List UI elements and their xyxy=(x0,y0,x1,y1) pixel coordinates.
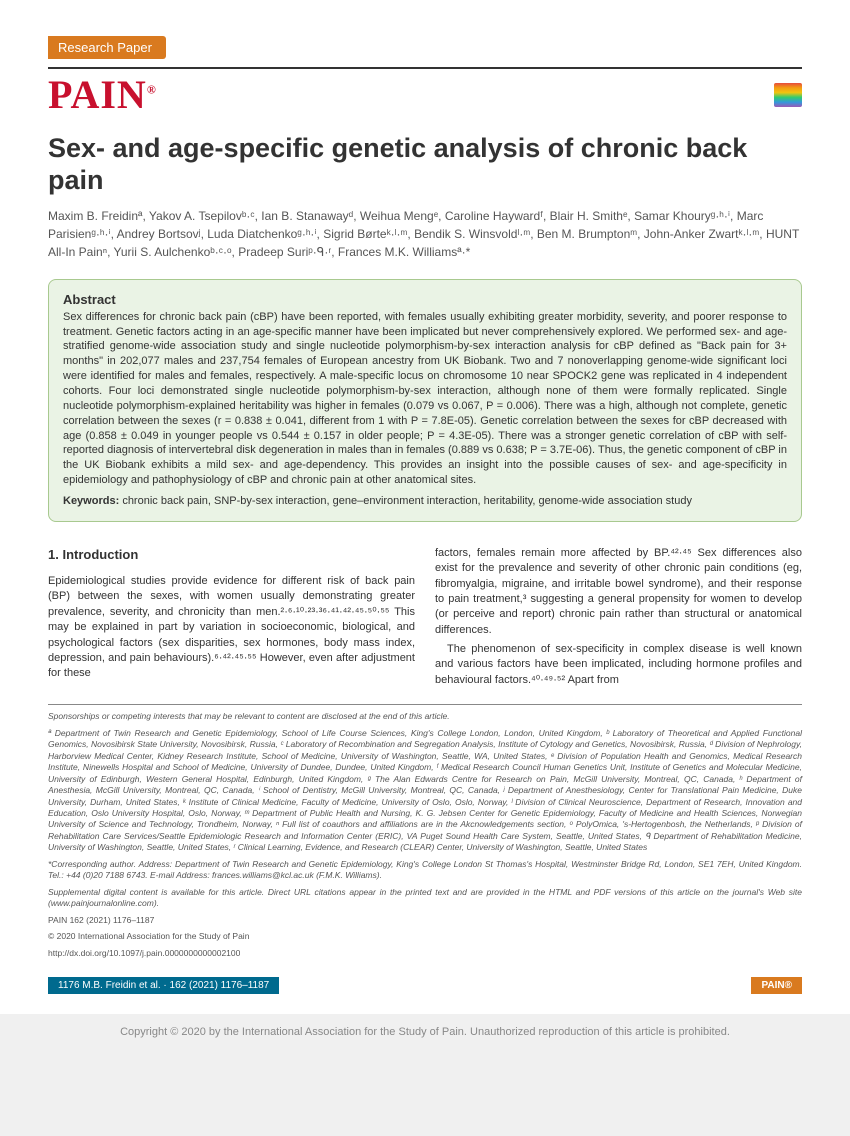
abstract-heading: Abstract xyxy=(63,292,787,307)
keywords: Keywords: chronic back pain, SNP-by-sex … xyxy=(63,494,787,509)
intro-text-right-2: The phenomenon of sex-specificity in com… xyxy=(435,642,802,688)
article-title: Sex- and age-specific genetic analysis o… xyxy=(48,132,802,197)
footnotes: Sponsorships or competing interests that… xyxy=(48,711,802,959)
section-heading: 1. Introduction xyxy=(48,546,415,564)
abstract-box: Abstract Sex differences for chronic bac… xyxy=(48,279,802,522)
page-footer-right: PAIN® xyxy=(751,977,802,994)
author-list: Maxim B. Freidinª, Yakov A. Tsepilovᵇ·ᶜ,… xyxy=(48,207,802,261)
research-paper-tag: Research Paper xyxy=(48,36,166,59)
intro-text-left: Epidemiological studies provide evidence… xyxy=(48,574,415,682)
copyright-notice: Copyright © 2020 by the International As… xyxy=(0,1014,850,1050)
publisher-icon xyxy=(774,83,802,107)
abstract-text: Sex differences for chronic back pain (c… xyxy=(63,310,787,488)
intro-text-right-1: factors, females remain more affected by… xyxy=(435,546,802,638)
journal-logo: PAIN® xyxy=(48,71,157,118)
page-footer-left: 1176 M.B. Freidin et al. · 162 (2021) 11… xyxy=(48,977,279,994)
